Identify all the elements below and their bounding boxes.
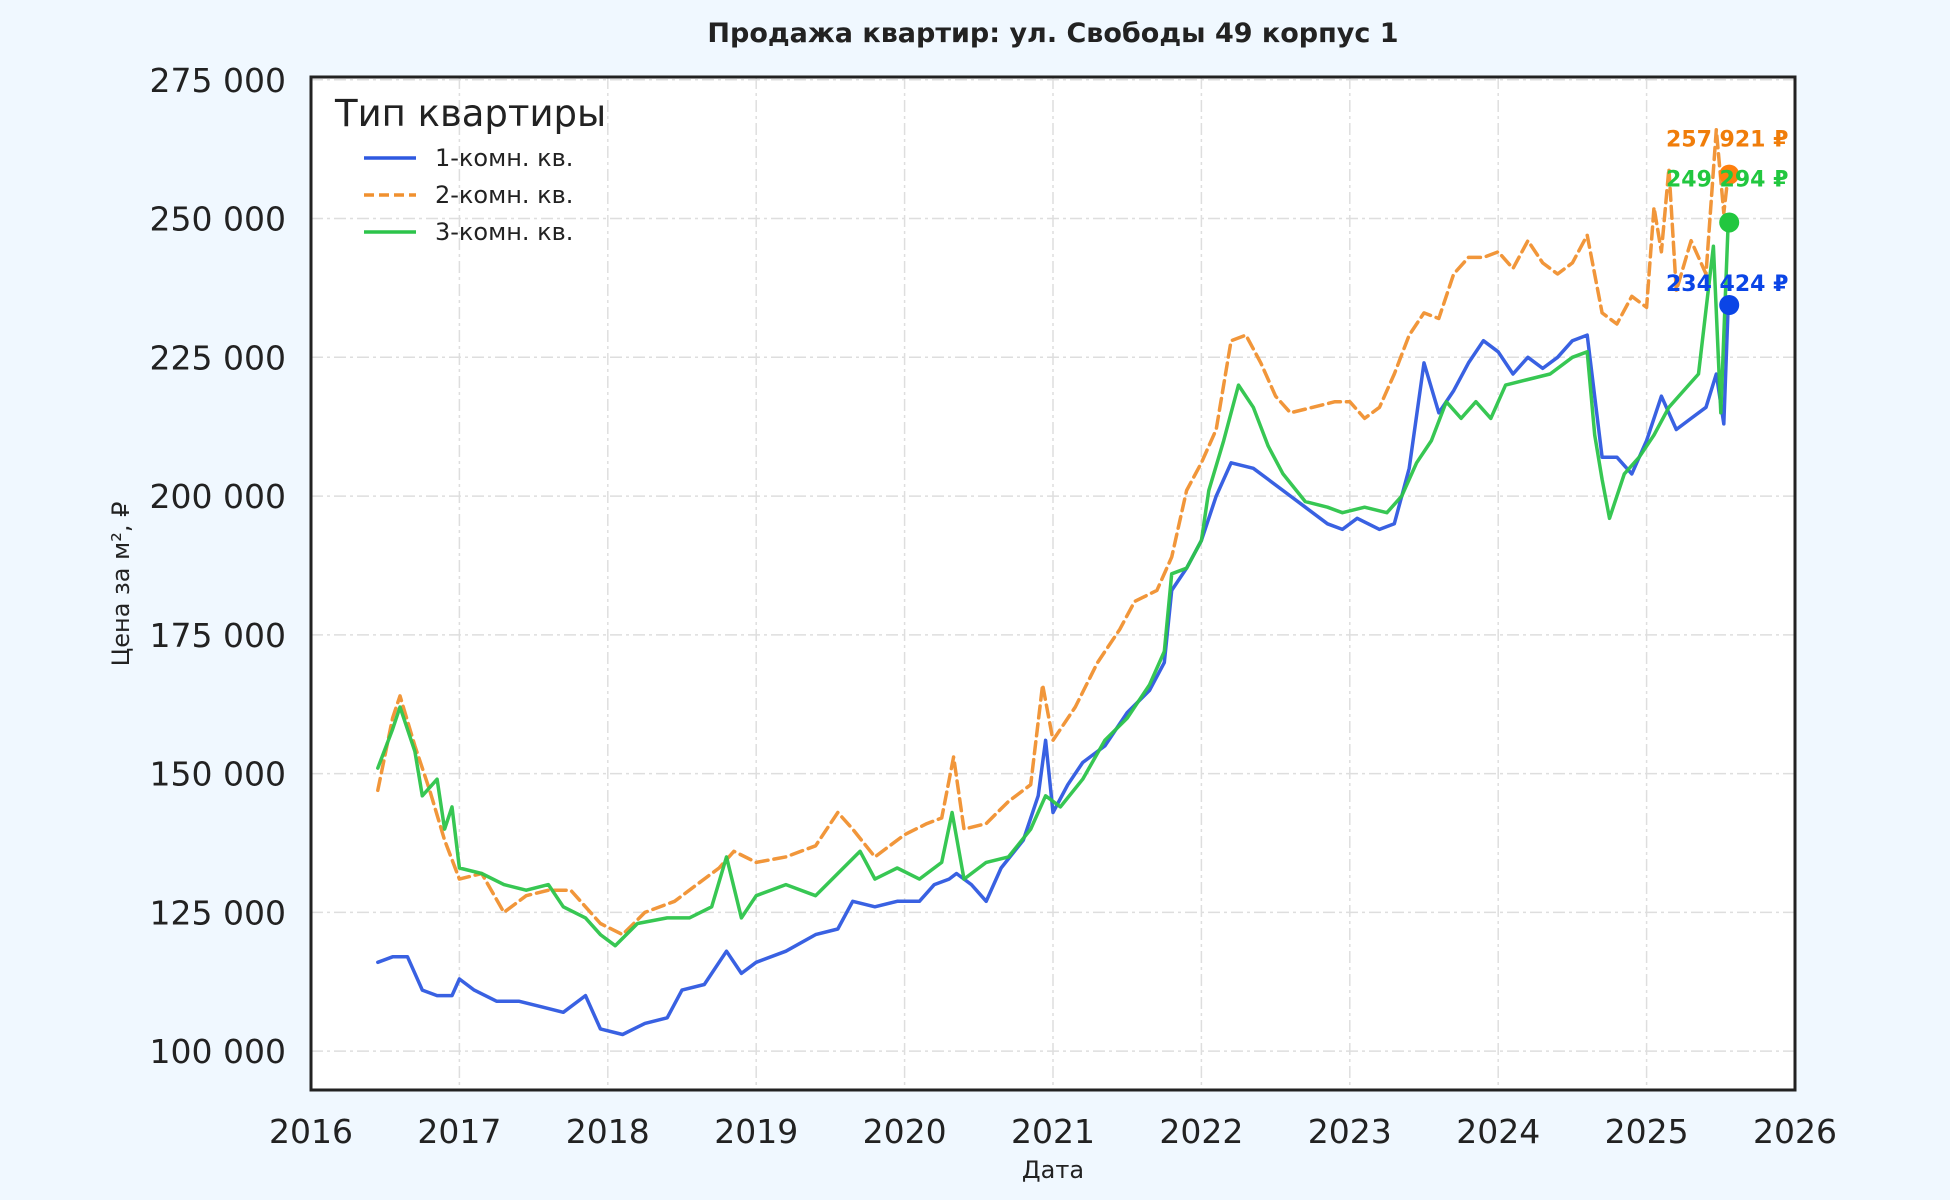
y-tick-label: 225 000 — [150, 338, 286, 377]
y-tick-label: 275 000 — [150, 61, 286, 100]
y-tick-label: 250 000 — [150, 200, 286, 239]
legend-label-3: 3-комн. кв. — [435, 218, 573, 246]
series-layer — [376, 127, 1730, 1037]
end-value-label-2: 257 921 ₽ — [1666, 128, 1788, 153]
x-tick-label: 2019 — [714, 1112, 798, 1151]
series-line-1 — [376, 303, 1730, 1037]
grid — [311, 77, 1795, 1090]
end-value-label-3: 249 294 ₽ — [1666, 167, 1788, 192]
legend: Тип квартиры 1-комн. кв. 2-комн. кв. 3-ком… — [334, 92, 606, 246]
y-tick-label: 175 000 — [150, 616, 286, 655]
series-line-2 — [376, 127, 1730, 937]
plot-frame — [309, 75, 1797, 1092]
x-tick-label: 2023 — [1308, 1112, 1392, 1151]
y-ticks: 100 000 125 000 150 000 175 000 200 000 225 0… — [150, 61, 286, 1071]
x-tick-label: 2018 — [566, 1112, 650, 1151]
end-marker-2 — [1719, 164, 1740, 185]
end-markers: 234 424 ₽ 257 921 ₽ 249 294 ₽ — [1666, 128, 1788, 315]
end-marker-1 — [1719, 294, 1740, 315]
x-tick-label: 2020 — [863, 1112, 947, 1151]
legend-label-1: 1-комн. кв. — [435, 144, 573, 172]
x-tick-label: 2021 — [1011, 1112, 1095, 1151]
x-tick-label: 2016 — [269, 1112, 353, 1151]
x-tick-label: 2025 — [1605, 1112, 1689, 1151]
y-axis-label: Цена за м², ₽ — [107, 502, 135, 667]
series-line-3 — [376, 220, 1730, 948]
y-tick-label: 200 000 — [150, 477, 286, 516]
x-ticks: 2016 2017 2018 2019 2020 2021 2022 2023 2024 2025… — [269, 1112, 1837, 1151]
legend-title: Тип квартиры — [334, 92, 606, 135]
y-tick-label: 100 000 — [150, 1032, 286, 1071]
end-marker-3 — [1719, 212, 1740, 233]
x-tick-label: 2017 — [417, 1112, 501, 1151]
chart-title: Продажа квартир: ул. Свободы 49 корпус 1 — [707, 18, 1398, 49]
y-tick-label: 150 000 — [150, 755, 286, 794]
x-tick-label: 2024 — [1456, 1112, 1540, 1151]
legend-label-2: 2-комн. кв. — [435, 181, 573, 209]
x-tick-label: 2026 — [1753, 1112, 1837, 1151]
x-axis-label: Дата — [1022, 1156, 1084, 1184]
x-tick-label: 2022 — [1159, 1112, 1243, 1151]
y-tick-label: 125 000 — [150, 893, 286, 932]
end-value-label-1: 234 424 ₽ — [1666, 272, 1788, 297]
